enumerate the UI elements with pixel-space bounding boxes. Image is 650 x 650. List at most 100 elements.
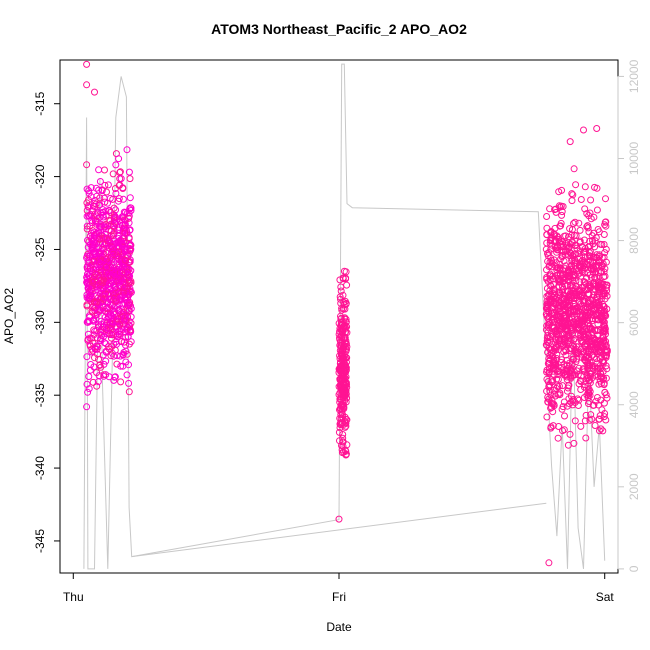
y2-tick-label: 6000 [627, 309, 641, 336]
scatter-point [112, 161, 120, 169]
scatter-point [125, 299, 132, 307]
scatter-point [578, 289, 586, 297]
scatter-point [545, 559, 553, 567]
scatter-point [339, 438, 347, 446]
scatter-point [111, 373, 119, 381]
scatter-point [83, 60, 91, 68]
scatter-point [598, 292, 606, 300]
scatter-point [86, 366, 94, 374]
scatter-point [585, 252, 593, 260]
scatter-point [561, 412, 568, 420]
scatter-point [558, 211, 566, 219]
scatter-point [552, 208, 560, 216]
scatter-point [542, 245, 550, 253]
scatter-point [102, 290, 109, 298]
scatter-point [90, 237, 98, 245]
scatter-point [593, 206, 601, 214]
scatter-point [122, 341, 129, 349]
scatter-point [549, 408, 557, 416]
scatter-point [88, 345, 96, 353]
scatter-point [545, 290, 553, 298]
scatter-point [554, 434, 562, 442]
scatter-point [566, 430, 574, 438]
scatter-point [117, 325, 125, 333]
scatter-point [127, 277, 135, 285]
scatter-point [600, 302, 608, 310]
x-tick-label: Thu [63, 590, 84, 604]
scatter-point [101, 339, 108, 347]
y-axis-ticks: -345 -340 -335 -330 -325 -320 -315 [33, 91, 60, 553]
scatter-point [97, 363, 105, 371]
y-tick-label: -320 [33, 164, 47, 188]
scatter-point [587, 338, 595, 346]
scatter-point [581, 314, 589, 322]
scatter-point [117, 362, 125, 370]
scatter-point [107, 334, 115, 342]
scatter-point [579, 318, 587, 326]
scatter-point [111, 185, 119, 192]
scatter-point [554, 376, 562, 383]
scatter-point [107, 352, 115, 360]
scatter-point [94, 300, 102, 307]
scatter-points-layer [83, 60, 611, 567]
scatter-point [100, 371, 108, 379]
scatter-point [93, 327, 101, 335]
scatter-point [599, 332, 607, 340]
scatter-point [338, 361, 346, 369]
scatter-point [124, 268, 131, 276]
scatter-point [558, 297, 566, 305]
scatter-point [119, 362, 127, 370]
scatter-point [589, 296, 596, 304]
scatter-point [85, 203, 93, 211]
scatter-point [85, 373, 93, 380]
scatter-point [545, 339, 553, 347]
scatter-point [83, 185, 91, 193]
scatter-point [543, 413, 551, 421]
scatter-point [95, 186, 103, 194]
scatter-point [564, 384, 572, 392]
scatter-point [571, 417, 579, 425]
scatter-point [339, 346, 347, 354]
scatter-point [336, 293, 344, 301]
scatter-point [105, 345, 113, 353]
scatter-point [110, 258, 118, 266]
scatter-point [121, 313, 129, 321]
x-axis: Thu Fri Sat [63, 572, 615, 604]
scatter-point [591, 422, 599, 429]
scatter-point [568, 369, 576, 377]
scatter-point [543, 274, 551, 281]
scatter-point [548, 403, 556, 411]
scatter-point [559, 283, 566, 291]
scatter-point [552, 343, 560, 351]
scatter-point [101, 181, 109, 189]
scatter-point [92, 184, 100, 192]
scatter-point [560, 341, 568, 348]
scatter-point [584, 253, 592, 261]
scatter-point [557, 219, 565, 227]
scatter-point [104, 234, 112, 242]
x-tick-label: Sat [596, 590, 615, 604]
scatter-point [117, 338, 125, 346]
scatter-point [101, 223, 109, 231]
y-tick-label: -315 [33, 91, 47, 115]
scatter-point [566, 138, 574, 146]
scatter-point [555, 282, 563, 290]
scatter-point [83, 222, 91, 230]
scatter-point [568, 197, 576, 205]
y-tick-label: -345 [33, 529, 47, 553]
scatter-point [93, 342, 100, 350]
scatter-point [109, 170, 117, 178]
altitude-line-return [131, 502, 547, 558]
scatter-point [603, 346, 611, 354]
scatter-point [94, 378, 102, 386]
scatter-point [575, 396, 583, 404]
scatter-point [543, 213, 551, 220]
x-axis-label: Date [326, 620, 352, 634]
scatter-point [544, 278, 552, 285]
scatter-point [102, 326, 110, 334]
scatter-point [96, 201, 104, 209]
scatter-point [593, 125, 601, 132]
scatter-point [602, 349, 610, 356]
scatter-point [123, 350, 131, 358]
scatter-point [100, 293, 108, 301]
